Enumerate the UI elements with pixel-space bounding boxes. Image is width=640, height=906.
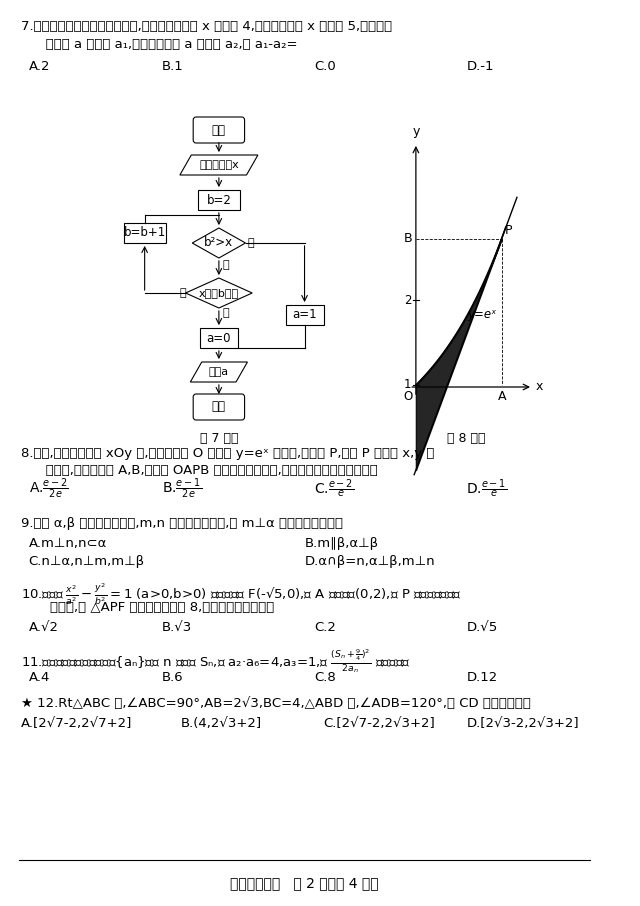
Text: A: A <box>498 390 507 403</box>
Text: a=0: a=0 <box>207 332 231 344</box>
Text: 输入正整数x: 输入正整数x <box>199 160 239 170</box>
Text: b²>x: b²>x <box>204 236 234 249</box>
FancyBboxPatch shape <box>198 190 240 210</box>
Text: 8.如图,在直角坐标系 xOy 中,过坐标原点 O 作曲线 y=eˣ 的切线,切点为 P,过点 P 分别作 x,y 轴: 8.如图,在直角坐标系 xOy 中,过坐标原点 O 作曲线 y=eˣ 的切线,切… <box>21 447 435 460</box>
Text: A.m⊥n,n⊂α: A.m⊥n,n⊂α <box>29 537 107 550</box>
Text: D.12: D.12 <box>467 671 497 684</box>
Polygon shape <box>192 228 246 258</box>
Text: 1: 1 <box>404 379 411 391</box>
Text: 开始: 开始 <box>212 123 226 137</box>
Text: D.√5: D.√5 <box>467 621 497 634</box>
Text: B.$\frac{e-1}{2e}$: B.$\frac{e-1}{2e}$ <box>162 477 202 501</box>
Text: A.√2: A.√2 <box>29 621 58 634</box>
Text: ★ 12.Rt△ABC 中,∠ABC=90°,AB=2√3,BC=4,△ABD 中,∠ADB=120°,则 CD 的取值范围是: ★ 12.Rt△ABC 中,∠ABC=90°,AB=2√3,BC=4,△ABD … <box>21 697 531 710</box>
Text: 的动点,且 △APF 周长的最小值为 8,则双曲线的离心率为: 的动点,且 △APF 周长的最小值为 8,则双曲线的离心率为 <box>33 601 275 614</box>
Text: A.[2√7-2,2√7+2]: A.[2√7-2,2√7+2] <box>21 717 132 730</box>
Text: 2: 2 <box>404 294 411 306</box>
Text: 否: 否 <box>223 260 229 270</box>
Text: A.2: A.2 <box>29 60 50 73</box>
Text: D.[2√3-2,2√3+2]: D.[2√3-2,2√3+2] <box>467 717 579 730</box>
Text: C.[2√7-2,2√3+2]: C.[2√7-2,2√3+2] <box>324 717 435 730</box>
Text: B: B <box>403 233 412 246</box>
Text: 是: 是 <box>223 308 229 318</box>
Text: B.(4,2√3+2]: B.(4,2√3+2] <box>181 717 262 730</box>
Text: y: y <box>412 125 420 138</box>
Text: B.√3: B.√3 <box>162 621 192 634</box>
Text: 9.已知 α,β 是不重合的平面,m,n 是不重合的直线,则 m⊥α 的一个充分条件是: 9.已知 α,β 是不重合的平面,m,n 是不重合的直线,则 m⊥α 的一个充分… <box>21 517 343 530</box>
FancyBboxPatch shape <box>193 117 244 143</box>
Text: a=1: a=1 <box>292 309 317 322</box>
Text: P: P <box>504 224 512 237</box>
Text: x能被b整除: x能被b整除 <box>199 288 239 298</box>
FancyBboxPatch shape <box>124 223 166 243</box>
Text: 结束: 结束 <box>212 400 226 413</box>
Text: 是: 是 <box>248 238 254 248</box>
Polygon shape <box>186 278 252 308</box>
Text: D.-1: D.-1 <box>467 60 494 73</box>
Polygon shape <box>180 155 258 175</box>
Text: x: x <box>536 381 543 393</box>
Text: y=eˣ: y=eˣ <box>468 308 497 321</box>
FancyBboxPatch shape <box>193 394 244 420</box>
Text: 的垂线,垂足分别为 A,B,向矩形 OAPB 中随机撒一粒黄豆,则它落到阴影部分的概率为: 的垂线,垂足分别为 A,B,向矩形 OAPB 中随机撒一粒黄豆,则它落到阴影部分… <box>33 464 378 477</box>
Text: 7.执行两次下图所示的程序框图,若第一次输入的 x 的值为 4,第二次输入的 x 的值为 5,记第一次: 7.执行两次下图所示的程序框图,若第一次输入的 x 的值为 4,第二次输入的 x… <box>21 20 392 33</box>
Text: 第 8 题图: 第 8 题图 <box>447 432 486 445</box>
Text: D.α∩β=n,α⊥β,m⊥n: D.α∩β=n,α⊥β,m⊥n <box>305 555 435 568</box>
Text: 输出a: 输出a <box>209 367 229 377</box>
Text: 否: 否 <box>180 288 186 298</box>
Text: C.$\frac{e-2}{e}$: C.$\frac{e-2}{e}$ <box>314 477 354 500</box>
Text: 10.双曲线 $\frac{x^2}{a^2}-\frac{y^2}{b^2}=1$ (a>0,b>0) 的左焦点为 F(-√5,0),点 A 的坐标为(0,2: 10.双曲线 $\frac{x^2}{a^2}-\frac{y^2}{b^2}=… <box>21 581 462 607</box>
Text: B.6: B.6 <box>162 671 184 684</box>
Text: C.8: C.8 <box>314 671 336 684</box>
Text: A.$\frac{e-2}{2e}$: A.$\frac{e-2}{2e}$ <box>29 477 68 501</box>
FancyBboxPatch shape <box>200 328 238 348</box>
Polygon shape <box>190 362 248 382</box>
FancyBboxPatch shape <box>285 305 324 325</box>
Text: C.n⊥α,n⊥m,m⊥β: C.n⊥α,n⊥m,m⊥β <box>29 555 145 568</box>
Text: C.0: C.0 <box>314 60 336 73</box>
Text: A.4: A.4 <box>29 671 50 684</box>
Text: O: O <box>404 390 413 403</box>
Text: b=b+1: b=b+1 <box>124 226 166 239</box>
Text: C.2: C.2 <box>314 621 336 634</box>
Text: B.m∥β,α⊥β: B.m∥β,α⊥β <box>305 537 379 550</box>
Text: b=2: b=2 <box>207 194 231 207</box>
Text: D.$\frac{e-1}{e}$: D.$\frac{e-1}{e}$ <box>467 477 508 500</box>
Text: 输出的 a 的值为 a₁,第二次输出的 a 的值为 a₂,则 a₁-a₂=: 输出的 a 的值为 a₁,第二次输出的 a 的值为 a₂,则 a₁-a₂= <box>33 38 298 51</box>
Text: B.1: B.1 <box>162 60 184 73</box>
Text: 第 7 题图: 第 7 题图 <box>200 432 238 445</box>
Text: 理科数学试卷   第 2 页（共 4 页）: 理科数学试卷 第 2 页（共 4 页） <box>230 876 379 890</box>
Text: 11.各项均为正数的等比数列{aₙ}的前 n 项和为 Sₙ,若 a₂·a₆=4,a₃=1,则 $\frac{(S_n+\frac{9}{4})^2}{2a_n}: 11.各项均为正数的等比数列{aₙ}的前 n 项和为 Sₙ,若 a₂·a₆=4,… <box>21 647 410 675</box>
